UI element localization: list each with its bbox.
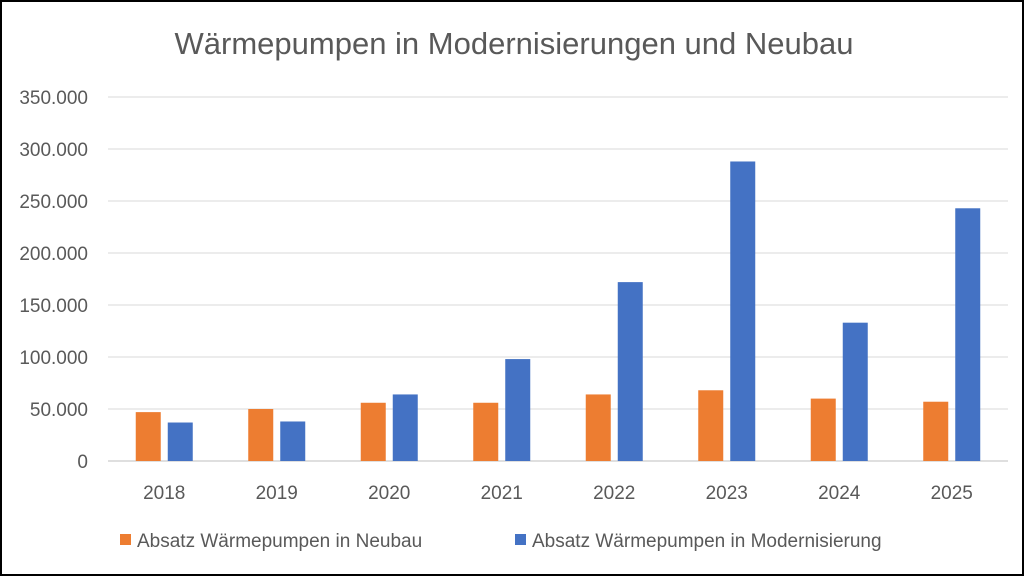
x-axis-ticks: 2018 2019 2020 2021 2022 2023 2024 2025 (143, 483, 973, 504)
bar-modernisierung-2018 (167, 422, 193, 461)
x-tick-label: 2024 (818, 483, 861, 504)
bar-neubau-2018 (135, 412, 161, 461)
x-tick-label: 2023 (706, 483, 748, 504)
legend-swatch (515, 534, 526, 545)
y-tick-label: 150.000 (19, 296, 88, 317)
bar-modernisierung-2023 (730, 161, 756, 462)
bar-modernisierung-2025 (955, 208, 981, 461)
bars (135, 161, 981, 462)
y-tick-label: 250.000 (19, 192, 88, 213)
x-tick-label: 2025 (931, 483, 973, 504)
bar-neubau-2022 (585, 394, 611, 461)
x-tick-label: 2020 (368, 483, 410, 504)
x-tick-label: 2022 (593, 483, 635, 504)
bar-modernisierung-2020 (392, 394, 418, 461)
chart-title: Wärmepumpen in Modernisierungen und Neub… (175, 26, 854, 61)
legend-swatch (120, 534, 131, 545)
bar-neubau-2021 (473, 402, 499, 461)
bar-modernisierung-2019 (280, 421, 306, 461)
bar-neubau-2025 (923, 401, 949, 461)
legend-label: Absatz Wärmepumpen in Neubau (137, 531, 422, 552)
legend: Absatz Wärmepumpen in Neubau Absatz Wärme… (120, 531, 882, 552)
y-axis-ticks: 0 50.000 100.000 150.000 200.000 250.000 300.0… (19, 88, 88, 473)
gridlines (108, 96, 1008, 462)
x-tick-label: 2019 (256, 483, 298, 504)
bar-neubau-2023 (698, 390, 724, 461)
bar-modernisierung-2024 (842, 322, 868, 461)
y-tick-label: 0 (77, 452, 88, 473)
bar-modernisierung-2022 (617, 282, 643, 461)
legend-label: Absatz Wärmepumpen in Modernisierung (532, 531, 882, 552)
bar-neubau-2020 (360, 402, 386, 461)
bar-neubau-2024 (810, 398, 836, 461)
y-tick-label: 300.000 (19, 140, 88, 161)
x-tick-label: 2021 (481, 483, 523, 504)
bar-modernisierung-2021 (505, 359, 531, 461)
bar-neubau-2019 (248, 409, 274, 461)
y-tick-label: 200.000 (19, 244, 88, 265)
x-tick-label: 2018 (143, 483, 185, 504)
y-tick-label: 350.000 (19, 88, 88, 109)
y-tick-label: 50.000 (30, 400, 88, 421)
y-tick-label: 100.000 (19, 348, 88, 369)
